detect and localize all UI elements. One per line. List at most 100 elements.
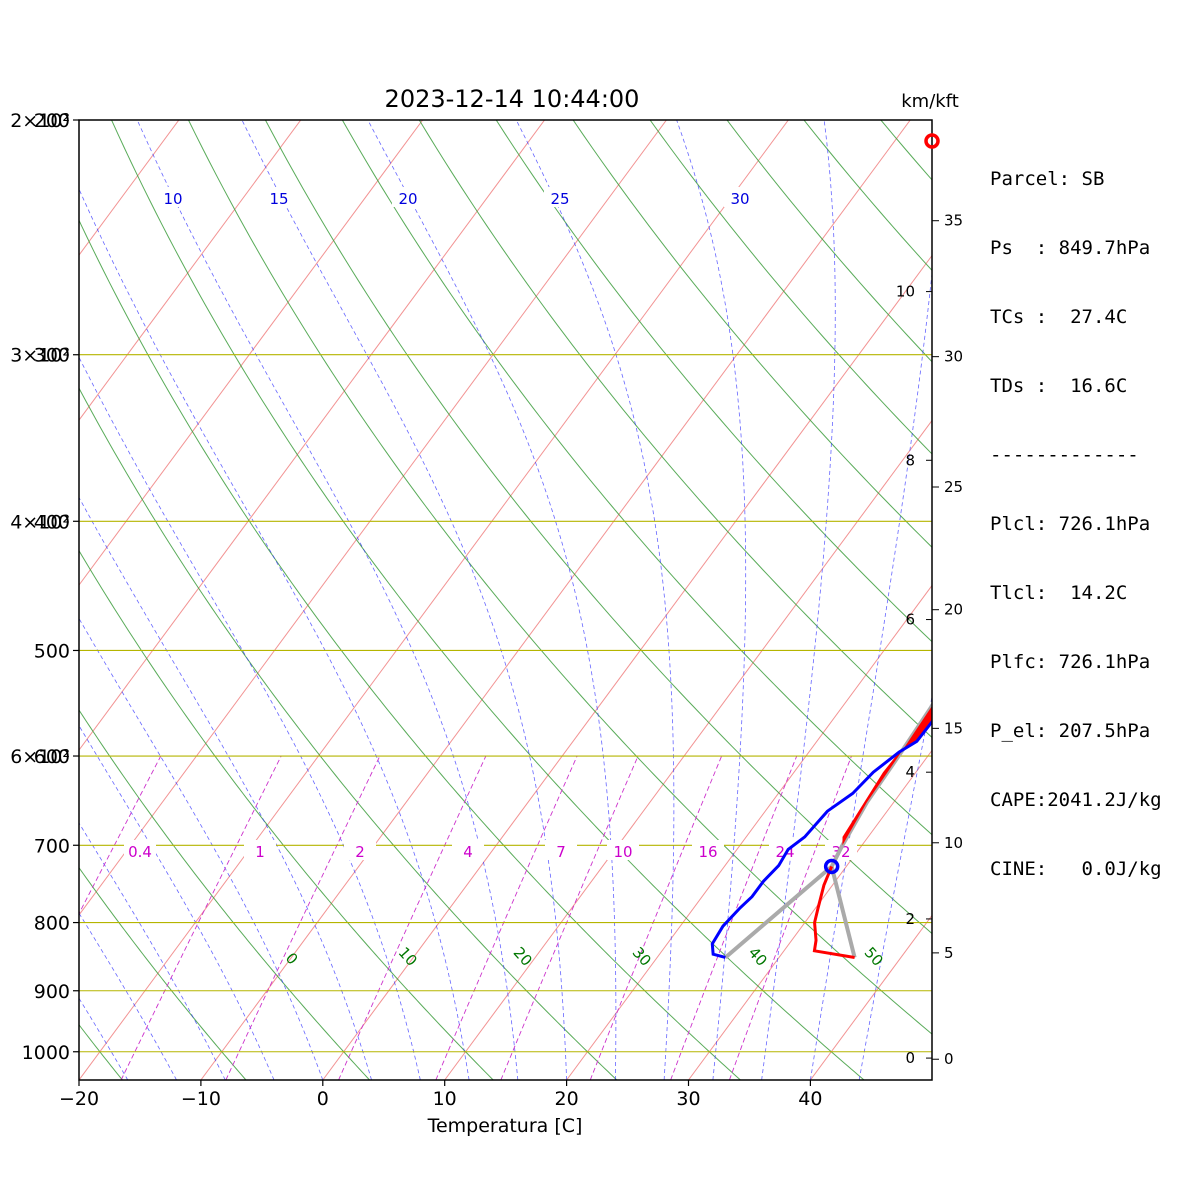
mixing-ratio-line — [338, 755, 487, 1080]
mixing-ratio-line — [435, 755, 578, 1080]
kft-tick-label: 10 — [944, 834, 963, 852]
isotherm-line — [79, 120, 546, 751]
km-tick-label: 6 — [905, 611, 915, 629]
x-axis-title: Temperatura [C] — [427, 1115, 583, 1137]
label-background — [263, 187, 295, 207]
label-background — [545, 840, 577, 860]
moist-adiabat-label: 15 — [269, 190, 288, 208]
mixing-ratio-line — [728, 755, 852, 1080]
parcel-info-line: TCs : 27.4C — [990, 306, 1128, 328]
markers — [823, 133, 940, 875]
y-tick-label: 800 — [34, 913, 70, 935]
mixing-ratio-label: 4 — [463, 843, 473, 861]
moist-adiabat-label: 20 — [398, 190, 417, 208]
label-background — [157, 187, 189, 207]
isotherm-line — [79, 120, 668, 916]
km-tick-label: 0 — [905, 1049, 915, 1067]
dry-adiabat-line — [110, 120, 865, 1080]
mixing-ratio-line — [500, 755, 639, 1080]
y-tick-label: 4×10² — [10, 511, 70, 533]
kft-tick-label: 0 — [944, 1050, 954, 1068]
mixing-ratio-line — [225, 755, 381, 1080]
kft-tick-label: 15 — [944, 719, 963, 737]
x-tick-label: −20 — [59, 1088, 99, 1110]
dry-adiabat-line — [341, 120, 932, 836]
y-tick-label: 900 — [34, 981, 70, 1003]
dry-adiabat-line — [187, 120, 932, 1035]
dry-adiabat-label: 40 — [745, 944, 771, 970]
chart-title: 2023-12-14 10:44:00 — [385, 85, 640, 113]
mixing-ratio-line — [589, 755, 723, 1080]
y-tick-label: 500 — [34, 640, 70, 662]
label-background — [392, 187, 424, 207]
x-tick-label: 30 — [676, 1088, 700, 1110]
isotherm-line — [566, 584, 932, 1080]
mixing-ratio-label: 7 — [556, 843, 566, 861]
lcl-marker — [823, 858, 840, 875]
mixing-ratio-label: 10 — [613, 843, 632, 861]
mixing-ratio-line — [670, 755, 798, 1080]
km-tick-label: 10 — [896, 283, 915, 301]
parcel-info-line: CINE: 0.0J/kg — [990, 858, 1162, 880]
dry-adiabat-line — [803, 120, 932, 272]
height-units-label: km/kft — [901, 91, 959, 112]
profiles — [710, 702, 932, 959]
dry-adiabat-line — [726, 120, 932, 363]
x-tick-label: 40 — [798, 1088, 822, 1110]
dry-adiabat-label: 20 — [510, 944, 536, 970]
parcel-info-line: Tlcl: 14.2C — [990, 582, 1128, 604]
parcel-dewpoint-line — [724, 864, 833, 959]
moist-adiabat-label: 25 — [550, 190, 569, 208]
label-background — [692, 840, 724, 860]
mixing-ratio-label: 0.4 — [128, 843, 152, 861]
y-tick-label: 1000 — [22, 1042, 70, 1064]
moist-adiabat-label: 30 — [730, 190, 749, 208]
parcel-info-line: ------------- — [990, 444, 1139, 466]
isotherm-line — [79, 120, 180, 256]
x-tick-label: 0 — [317, 1088, 329, 1110]
dry-adiabat-line — [495, 120, 932, 643]
dry-adiabat-line — [79, 549, 494, 1080]
x-tick-label: 20 — [555, 1088, 579, 1110]
y-tick-label: 700 — [34, 835, 70, 857]
y-tick-label: 6×10² — [10, 746, 70, 768]
label-background — [344, 840, 376, 860]
parcel-info-line: P_el: 207.5hPa — [990, 720, 1151, 742]
el-marker — [924, 133, 940, 149]
dry-adiabat-line — [79, 387, 618, 1080]
dry-adiabat-line — [572, 120, 932, 548]
label-background — [244, 840, 276, 860]
moist-adiabat-line — [676, 120, 747, 1080]
dry-adiabat-line — [79, 219, 741, 1080]
x-tick-label: 10 — [433, 1088, 457, 1110]
dry-adiabat-line — [79, 709, 370, 1080]
kft-tick-label: 5 — [944, 944, 954, 962]
isotherm-line — [322, 254, 932, 1080]
x-tick-label: −10 — [181, 1088, 221, 1110]
dry-adiabat-label: 0 — [282, 949, 302, 968]
label-background — [544, 187, 576, 207]
kft-tick-label: 20 — [944, 601, 963, 619]
parcel-info-panel: Parcel: SB Ps : 849.7hPa TCs : 27.4C TDs… — [990, 122, 1162, 904]
kft-tick-label: 35 — [944, 212, 963, 230]
label-background — [452, 840, 484, 860]
isotherm-line — [79, 120, 424, 586]
label-background — [124, 840, 156, 860]
kft-tick-label: 25 — [944, 478, 963, 496]
moist-adiabat-line — [515, 120, 675, 1080]
plot-frame — [78, 119, 933, 1081]
temperature-profile-line — [812, 865, 855, 959]
axes: −20 −10 0 10 20 30 402×10²2003×10²3004×10²4005… — [10, 110, 963, 1110]
y-tick-overlay-label: 400 — [34, 511, 70, 533]
mixing-ratio-label: 2 — [355, 843, 365, 861]
isotherm-line — [79, 120, 302, 421]
dry-adiabat-line — [264, 120, 932, 935]
parcel-info-line: Plcl: 726.1hPa — [990, 513, 1151, 535]
mixing-ratio-label: 1 — [255, 843, 265, 861]
moist-adiabat-label: 10 — [163, 190, 182, 208]
mixing-ratio-line — [120, 755, 282, 1080]
parcel-info-line: Ps : 849.7hPa — [990, 237, 1151, 259]
label-background — [724, 187, 756, 207]
